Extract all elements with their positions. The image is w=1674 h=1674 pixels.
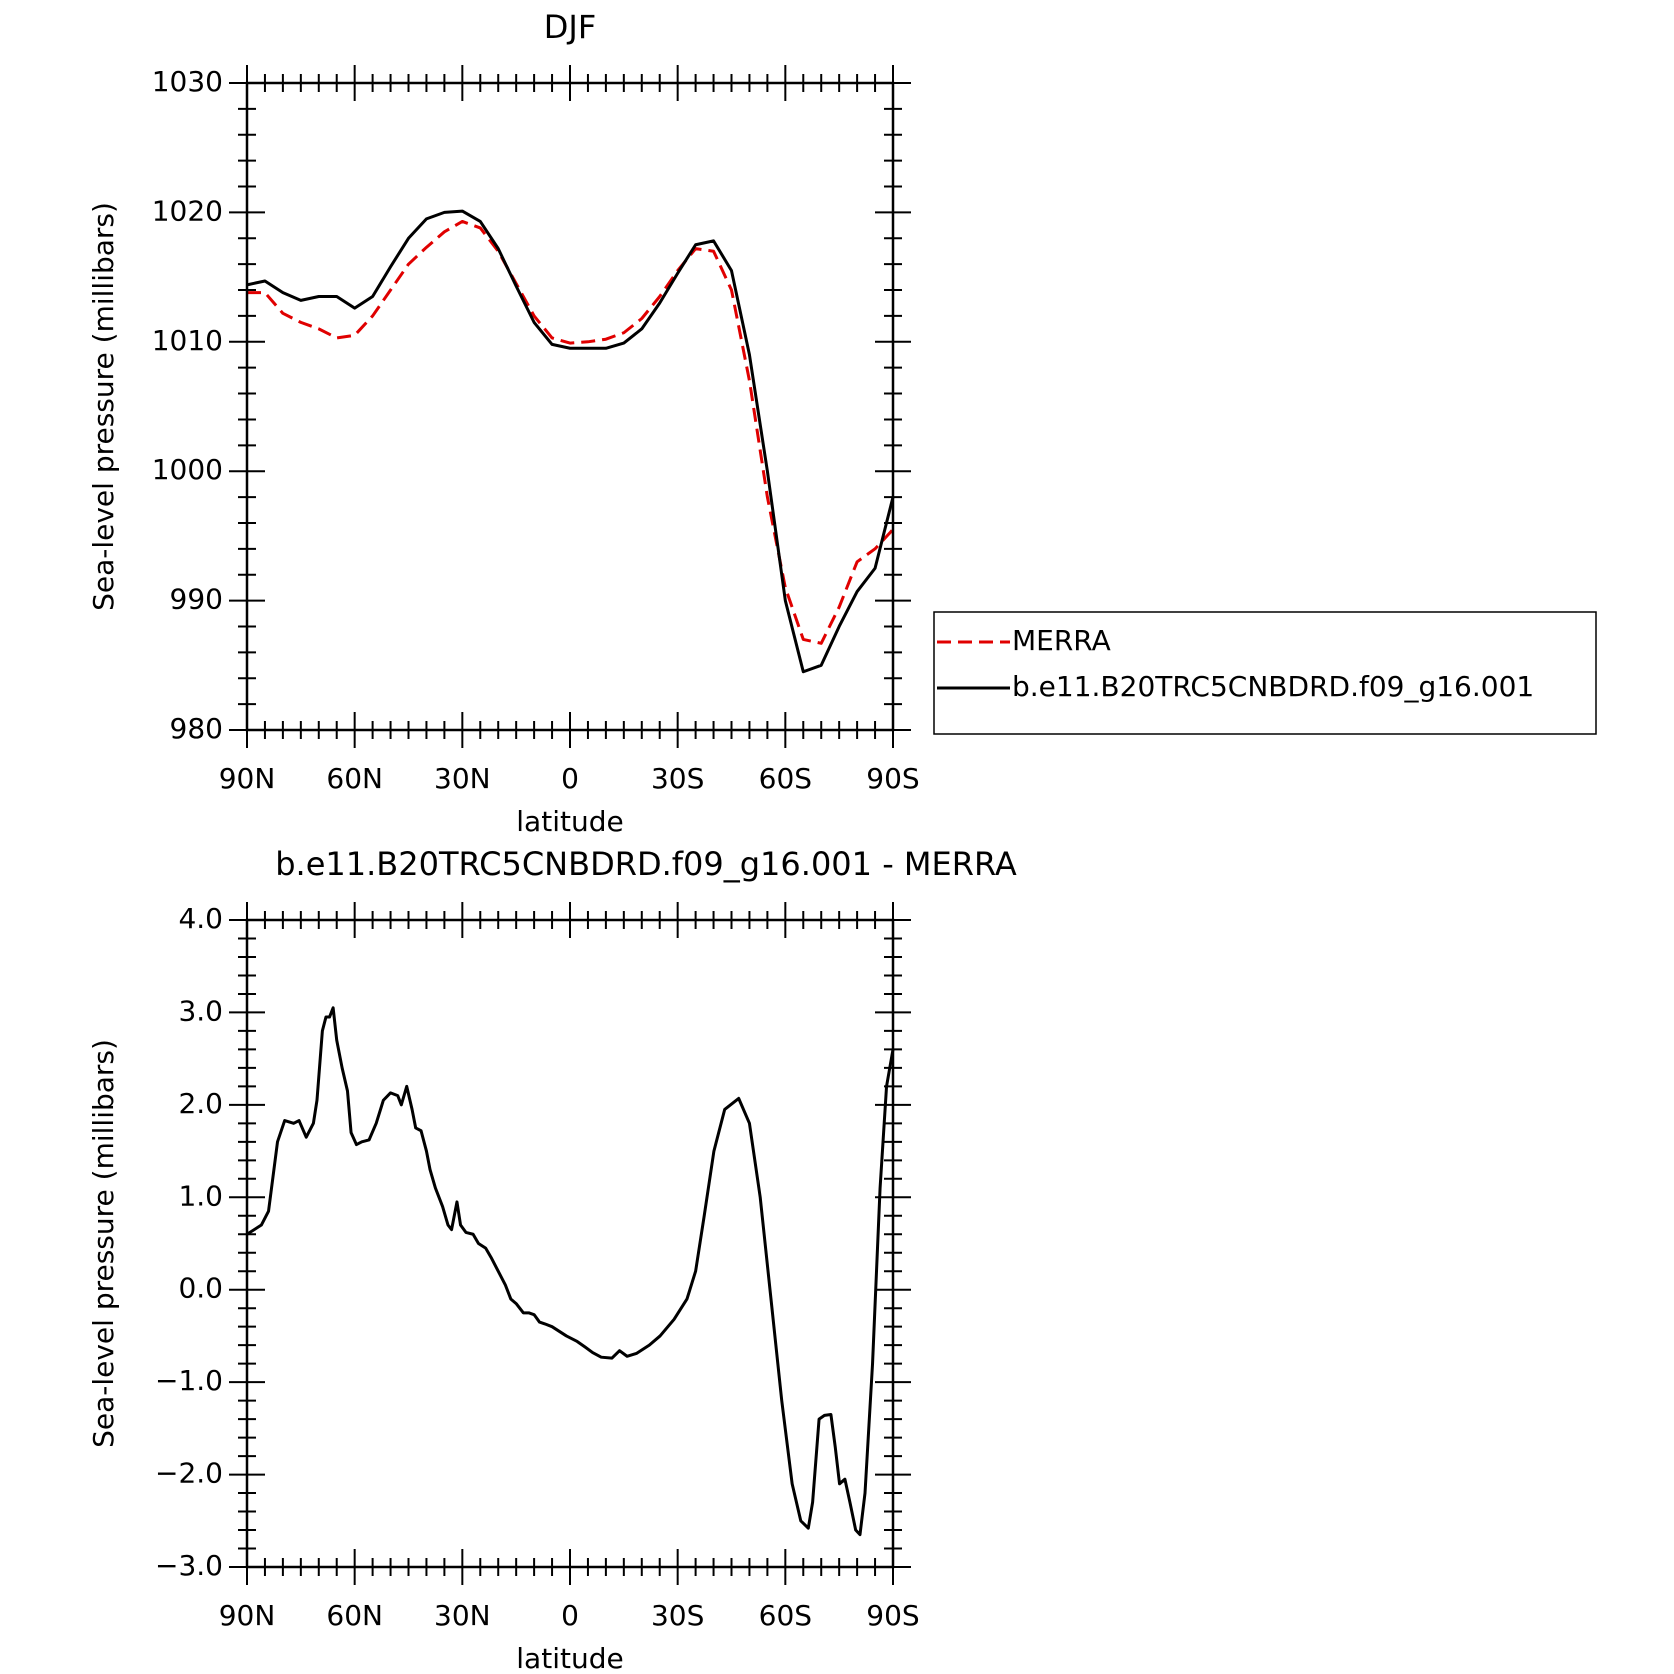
y-tick-label: 2.0	[178, 1087, 223, 1120]
x-tick-label: 30S	[651, 762, 704, 795]
legend-box	[933, 611, 1597, 735]
y-tick-label: −3.0	[155, 1549, 223, 1582]
legend-label: b.e11.B20TRC5CNBDRD.f09_g16.001	[1012, 670, 1534, 703]
legend-label: MERRA	[1012, 624, 1111, 657]
panel: b.e11.B20TRC5CNBDRD.f09_g16.001 - MERRA l…	[87, 845, 1017, 1674]
x-tick-label: 90N	[219, 762, 276, 795]
y-axis-label: Sea-level pressure (millibars)	[87, 202, 120, 611]
x-axis-label: latitude	[516, 1642, 623, 1674]
y-tick-label: 0.0	[178, 1272, 223, 1305]
x-tick-label: 90S	[866, 762, 919, 795]
y-tick-label: −2.0	[155, 1457, 223, 1490]
x-tick-label: 90N	[219, 1599, 276, 1632]
x-tick-label: 60S	[759, 1599, 812, 1632]
chart-title: b.e11.B20TRC5CNBDRD.f09_g16.001 - MERRA	[275, 845, 1017, 883]
x-tick-label: 30N	[434, 1599, 491, 1632]
y-tick-label: 990	[170, 583, 223, 616]
x-tick-label: 30S	[651, 1599, 704, 1632]
y-tick-label: 1010	[152, 324, 223, 357]
x-tick-label: 60S	[759, 762, 812, 795]
x-tick-label: 30N	[434, 762, 491, 795]
plot-frame	[245, 81, 895, 732]
panel: DJF latitude Sea-level pressure (millibars…	[87, 8, 920, 838]
x-tick-label: 0	[561, 762, 579, 795]
x-tick-label: 60N	[326, 1599, 383, 1632]
plot-frame	[245, 918, 895, 1569]
y-tick-label: 1020	[152, 194, 223, 227]
line-series	[246, 209, 895, 674]
x-tick-label: 60N	[326, 762, 383, 795]
y-tick-label: 980	[170, 712, 223, 745]
y-tick-label: −1.0	[155, 1364, 223, 1397]
x-tick-label: 0	[561, 1599, 579, 1632]
y-tick-label: 1030	[152, 65, 223, 98]
y-tick-label: 1000	[152, 453, 223, 486]
chart-title: DJF	[544, 8, 596, 46]
x-axis-label: latitude	[516, 805, 623, 838]
y-tick-label: 3.0	[178, 994, 223, 1027]
y-tick-label: 1.0	[178, 1179, 223, 1212]
x-tick-label: 90S	[866, 1599, 919, 1632]
legend: MERRA b.e11.B20TRC5CNBDRD.f09_g16.001	[933, 611, 1597, 735]
line-series	[246, 1006, 895, 1537]
y-tick-label: 4.0	[178, 902, 223, 935]
line-series	[247, 219, 895, 645]
y-axis-label: Sea-level pressure (millibars)	[87, 1039, 120, 1448]
